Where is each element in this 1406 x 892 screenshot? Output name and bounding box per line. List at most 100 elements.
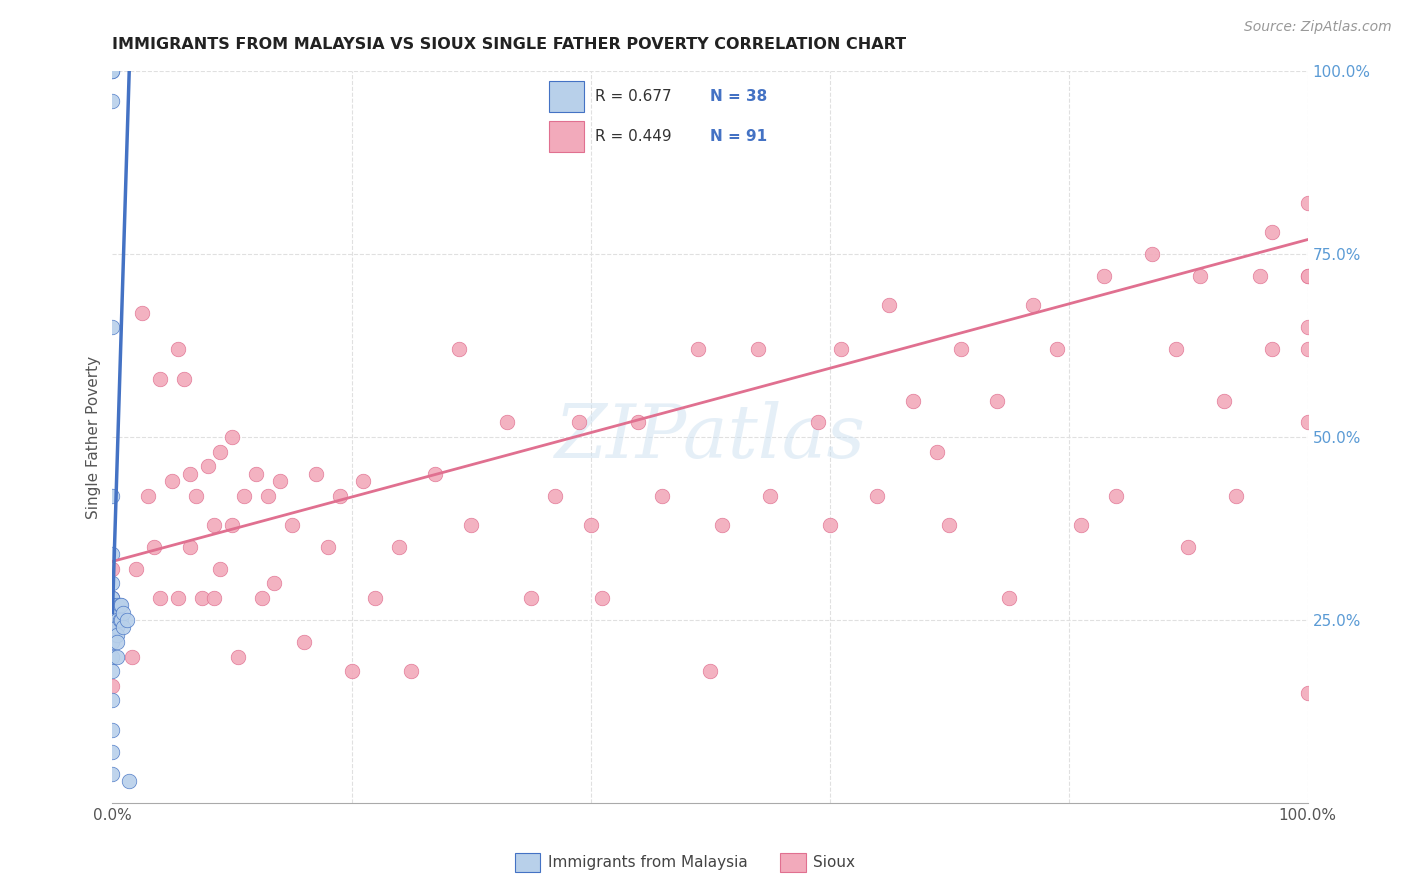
Point <box>651 489 673 503</box>
Point <box>1189 269 1212 284</box>
Bar <box>515 853 540 872</box>
Point <box>627 416 650 430</box>
Text: Immigrants from Malaysia: Immigrants from Malaysia <box>548 855 748 870</box>
Point <box>460 517 482 532</box>
Point <box>543 489 565 503</box>
Point <box>807 416 830 430</box>
Point <box>125 562 148 576</box>
Point <box>903 393 925 408</box>
Point <box>1164 343 1187 357</box>
Point <box>591 591 613 605</box>
Point <box>101 627 124 641</box>
Point <box>269 474 291 488</box>
Text: Source: ZipAtlas.com: Source: ZipAtlas.com <box>1244 20 1392 34</box>
Point <box>759 489 782 503</box>
Point <box>866 489 889 503</box>
Point <box>173 371 195 385</box>
Point <box>101 599 124 613</box>
Point <box>112 606 135 620</box>
Point <box>292 635 315 649</box>
Point <box>101 320 124 334</box>
Point <box>208 444 231 458</box>
Point <box>101 679 124 693</box>
Point <box>131 306 153 320</box>
Point <box>101 591 124 605</box>
Point <box>101 599 124 613</box>
Point <box>257 489 280 503</box>
Point <box>1105 489 1128 503</box>
Point <box>1260 225 1282 239</box>
Point <box>115 613 138 627</box>
Point <box>567 416 591 430</box>
Point <box>352 474 374 488</box>
Point <box>162 474 183 488</box>
Point <box>101 664 124 678</box>
Point <box>101 723 124 737</box>
Point <box>686 343 709 357</box>
Point <box>1296 269 1319 284</box>
Point <box>1296 196 1319 211</box>
Point <box>105 599 128 613</box>
Point <box>167 343 190 357</box>
Point <box>1212 393 1236 408</box>
Point <box>110 613 132 627</box>
Point <box>877 298 900 312</box>
Point <box>167 591 190 605</box>
Point <box>143 540 166 554</box>
Point <box>101 635 124 649</box>
Point <box>105 613 128 627</box>
Point <box>101 591 124 605</box>
Point <box>105 635 128 649</box>
Point <box>101 606 124 620</box>
Point <box>1140 247 1163 261</box>
Point <box>818 517 841 532</box>
Point <box>1296 343 1319 357</box>
Point <box>101 562 124 576</box>
Point <box>496 416 519 430</box>
Point <box>579 517 602 532</box>
Point <box>121 649 143 664</box>
Point <box>112 620 135 634</box>
Point <box>1177 540 1199 554</box>
Point <box>1225 489 1247 503</box>
Point <box>1296 416 1319 430</box>
Point <box>101 489 124 503</box>
Point <box>108 599 131 613</box>
Point <box>1021 298 1043 312</box>
Point <box>425 467 447 481</box>
Point <box>101 620 124 634</box>
Point <box>105 649 128 664</box>
Point <box>938 517 960 532</box>
Point <box>179 540 201 554</box>
Point <box>699 664 721 678</box>
Point <box>101 693 124 707</box>
Point <box>105 627 128 641</box>
Point <box>208 562 231 576</box>
Point <box>1296 269 1319 284</box>
Point <box>364 591 387 605</box>
Point <box>830 343 852 357</box>
Text: N = 91: N = 91 <box>710 129 766 144</box>
Point <box>340 664 363 678</box>
Point <box>316 540 339 554</box>
Point <box>101 64 124 78</box>
Bar <box>780 853 806 872</box>
Text: N = 38: N = 38 <box>710 89 766 103</box>
Point <box>197 459 219 474</box>
Point <box>149 591 172 605</box>
Text: R = 0.677: R = 0.677 <box>595 89 671 103</box>
Point <box>986 393 1008 408</box>
Point <box>520 591 543 605</box>
Text: Sioux: Sioux <box>813 855 855 870</box>
Point <box>179 467 201 481</box>
Text: ZIPatlas: ZIPatlas <box>554 401 866 474</box>
Point <box>1045 343 1069 357</box>
Point <box>191 591 214 605</box>
Point <box>108 613 131 627</box>
Point <box>118 773 141 788</box>
Point <box>1092 269 1115 284</box>
Point <box>226 649 249 664</box>
Point <box>1296 686 1319 700</box>
Point <box>328 489 352 503</box>
Point <box>1296 320 1319 334</box>
